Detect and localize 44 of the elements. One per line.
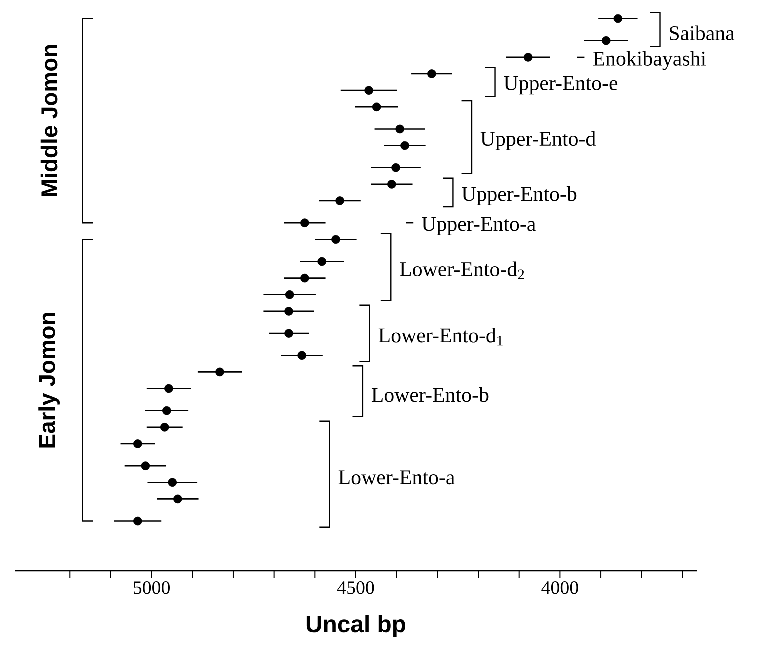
point bbox=[162, 406, 172, 416]
point bbox=[284, 329, 294, 338]
point bbox=[284, 307, 294, 316]
point bbox=[298, 351, 306, 360]
x-tick-label: 4500 bbox=[337, 582, 374, 594]
point bbox=[285, 290, 294, 300]
point bbox=[300, 218, 310, 228]
point bbox=[216, 368, 224, 377]
annotation: Upper-Ento-a bbox=[422, 217, 536, 236]
x-axis-title: Uncal bp bbox=[306, 615, 406, 638]
point bbox=[134, 516, 142, 526]
point bbox=[134, 440, 142, 448]
point bbox=[336, 196, 344, 206]
point bbox=[332, 235, 340, 244]
point bbox=[141, 462, 150, 470]
annotation: Saibana bbox=[670, 26, 735, 41]
point bbox=[318, 257, 326, 266]
annotation: Upper-Ento-b bbox=[462, 186, 577, 206]
point bbox=[168, 478, 178, 488]
annotation: Lower-Ento-d$_{1}$ bbox=[378, 328, 503, 346]
point bbox=[602, 36, 611, 46]
point bbox=[174, 494, 182, 504]
annotation: Middle Jomon bbox=[40, 45, 58, 196]
point bbox=[372, 102, 382, 112]
point bbox=[428, 70, 436, 78]
annotation: Upper-Ento-d bbox=[480, 131, 596, 150]
annotation: Upper-Ento-e bbox=[504, 76, 618, 95]
annotation: Lower-Ento-b bbox=[372, 387, 489, 402]
point bbox=[392, 163, 400, 172]
point bbox=[300, 274, 310, 283]
point bbox=[524, 53, 533, 62]
annotation: Lower-Ento-a bbox=[338, 470, 455, 485]
point bbox=[164, 384, 174, 394]
point bbox=[396, 124, 405, 134]
point bbox=[364, 86, 374, 95]
point bbox=[614, 14, 623, 24]
annotation: Lower-Ento-d$_{2}$ bbox=[400, 262, 524, 280]
x-tick-label: 4000 bbox=[542, 582, 578, 594]
annotation: Early Jomon bbox=[38, 313, 60, 448]
annotation: Enokibayashi bbox=[593, 51, 706, 70]
point bbox=[400, 141, 410, 150]
point bbox=[160, 423, 170, 432]
point bbox=[388, 180, 396, 189]
x-tick-label: 5000 bbox=[134, 582, 170, 594]
